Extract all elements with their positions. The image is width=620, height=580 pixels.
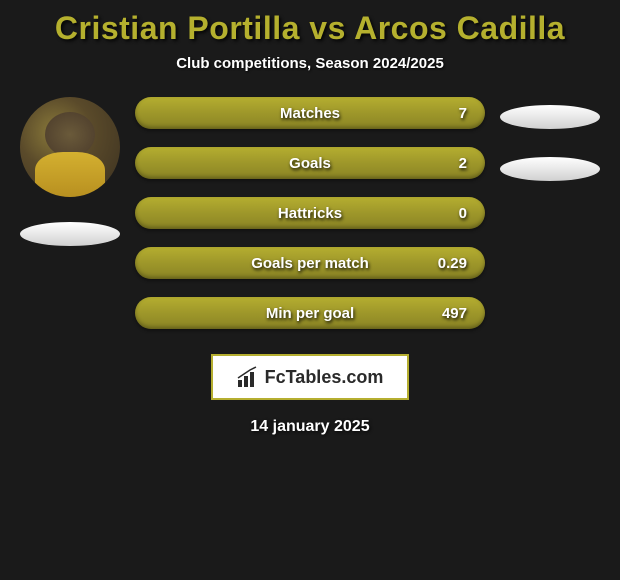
stat-bar-goals: Goals 2 [135, 147, 485, 179]
stat-value: 2 [459, 155, 467, 172]
player-left-ellipse [20, 222, 120, 246]
stat-label: Goals [289, 155, 331, 172]
stat-bar-min-per-goal: Min per goal 497 [135, 297, 485, 329]
stat-bar-matches: Matches 7 [135, 97, 485, 129]
stat-value: 497 [442, 305, 467, 322]
stat-label: Min per goal [266, 305, 354, 322]
stat-bar-hattricks: Hattricks 0 [135, 197, 485, 229]
stat-label: Matches [280, 105, 340, 122]
footer: FcTables.com 14 january 2025 [0, 354, 620, 436]
content-row: Matches 7 Goals 2 Hattricks 0 Goals per … [0, 97, 620, 329]
stat-bar-goals-per-match: Goals per match 0.29 [135, 247, 485, 279]
player-right-ellipse-2 [500, 157, 600, 181]
player-right-ellipse-1 [500, 105, 600, 129]
stat-value: 0 [459, 205, 467, 222]
stat-label: Hattricks [278, 205, 342, 222]
stats-column: Matches 7 Goals 2 Hattricks 0 Goals per … [130, 97, 490, 329]
page-subtitle: Club competitions, Season 2024/2025 [0, 55, 620, 72]
main-container: Cristian Portilla vs Arcos Cadilla Club … [0, 0, 620, 446]
logo-box: FcTables.com [211, 354, 410, 400]
chart-icon [237, 366, 259, 388]
page-title: Cristian Portilla vs Arcos Cadilla [0, 10, 620, 47]
logo-text: FcTables.com [265, 367, 384, 388]
player-avatar [20, 97, 120, 197]
stat-label: Goals per match [251, 255, 369, 272]
stat-value: 7 [459, 105, 467, 122]
player-left-column [10, 97, 130, 246]
stat-value: 0.29 [438, 255, 467, 272]
player-right-column [490, 97, 610, 181]
date-label: 14 january 2025 [250, 418, 369, 436]
